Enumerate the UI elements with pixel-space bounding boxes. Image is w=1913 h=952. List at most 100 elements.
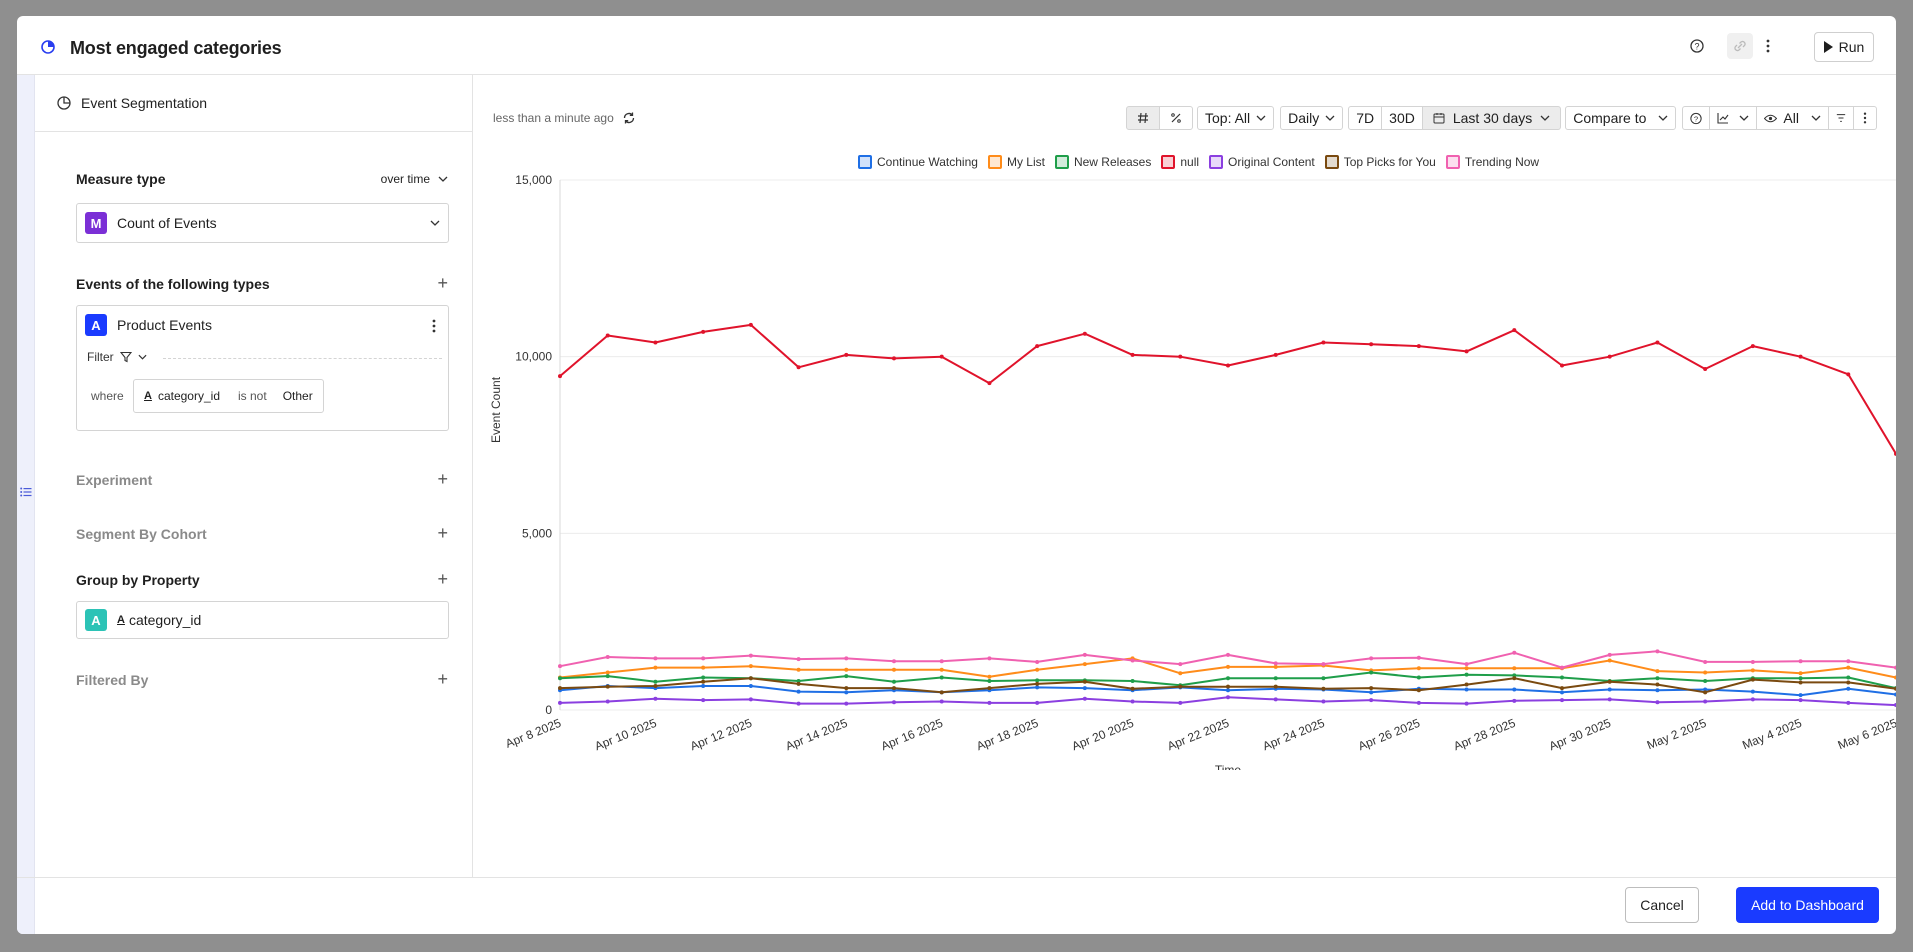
string-type-icon: A — [117, 614, 125, 626]
filter-label: Filter — [87, 350, 114, 364]
data-point — [1035, 681, 1040, 686]
data-point — [1607, 679, 1612, 684]
run-button[interactable]: Run — [1814, 32, 1874, 62]
x-tick-label: May 4 2025 — [1740, 716, 1804, 753]
filter-operator[interactable]: is not — [238, 389, 267, 403]
data-point — [1416, 344, 1421, 349]
add-event-button[interactable]: + — [437, 273, 448, 293]
add-group-by-button[interactable]: + — [437, 569, 448, 589]
x-tick-label: Apr 22 2025 — [1165, 716, 1231, 754]
link-icon[interactable] — [1727, 33, 1753, 59]
analysis-type-header[interactable]: Event Segmentation — [35, 75, 472, 132]
legend-item[interactable]: Trending Now — [1445, 155, 1539, 169]
interval-select[interactable]: Daily — [1280, 106, 1344, 130]
data-point — [653, 665, 658, 670]
collapsed-sidebar-rail[interactable] — [17, 75, 35, 934]
data-point — [1226, 695, 1230, 700]
measure-mode-select[interactable]: over time — [381, 172, 448, 186]
data-point — [1798, 698, 1803, 703]
data-point — [844, 656, 849, 661]
cancel-button[interactable]: Cancel — [1625, 887, 1699, 923]
sort-icon — [1836, 114, 1846, 122]
legend-item[interactable]: My List — [987, 155, 1045, 169]
chevron-down-icon — [1256, 115, 1266, 121]
data-point — [558, 676, 562, 681]
y-tick-label: 5,000 — [522, 526, 552, 540]
compare-select[interactable]: Compare to — [1565, 106, 1677, 130]
data-point — [1655, 340, 1660, 345]
data-point — [1035, 344, 1040, 349]
add-cohort-button[interactable]: + — [437, 523, 448, 543]
list-icon[interactable] — [20, 487, 32, 497]
filter-divider — [163, 358, 442, 359]
data-point — [1894, 675, 1896, 680]
filter-toggle[interactable]: Filter — [87, 350, 147, 364]
data-point — [939, 354, 944, 359]
add-experiment-button[interactable]: + — [437, 469, 448, 489]
data-point — [701, 665, 706, 670]
legend-swatch — [987, 155, 1002, 169]
filter-value[interactable]: Other — [282, 389, 313, 403]
chart-type-select[interactable] — [1709, 106, 1758, 130]
refresh-icon[interactable] — [622, 111, 636, 125]
sort-button[interactable] — [1827, 106, 1854, 130]
number-format-toggle[interactable] — [1126, 106, 1160, 130]
range-30d-button[interactable]: 30D — [1381, 106, 1423, 130]
data-point — [1082, 331, 1087, 336]
range-7d-button[interactable]: 7D — [1348, 106, 1383, 130]
data-point — [1321, 340, 1326, 345]
filter-condition[interactable]: A category_id is not Other — [133, 379, 324, 413]
data-point — [558, 664, 562, 669]
legend-item[interactable]: Original Content — [1209, 155, 1315, 169]
chart-more-button[interactable] — [1852, 106, 1877, 130]
data-point — [653, 340, 658, 345]
legend-item[interactable]: Top Picks for You — [1324, 155, 1436, 169]
help-icon[interactable]: ? — [1684, 33, 1710, 59]
data-point — [1846, 659, 1851, 664]
add-to-dashboard-button[interactable]: Add to Dashboard — [1736, 887, 1879, 923]
group-by-row: Group by Property + — [76, 569, 448, 590]
string-type-icon: A — [144, 390, 152, 402]
top-select[interactable]: Top: All — [1197, 106, 1275, 130]
data-point — [1369, 670, 1374, 675]
chevron-down-icon — [438, 176, 448, 182]
date-range-select[interactable]: Last 30 days — [1421, 106, 1562, 130]
data-point — [1798, 693, 1803, 698]
run-label: Run — [1838, 39, 1865, 55]
line-chart: 0 5,000 10,000 15,000 Apr 8 2025 Apr 10 2025 A… — [489, 173, 1896, 770]
data-point — [987, 381, 992, 386]
svg-text:?: ? — [1694, 42, 1699, 52]
filter-icon — [119, 351, 132, 363]
more-options-icon[interactable] — [1755, 33, 1781, 59]
x-tick-label: Apr 30 2025 — [1547, 716, 1613, 754]
data-point — [796, 365, 801, 370]
legend-item[interactable]: Continue Watching — [858, 155, 978, 169]
data-point — [701, 329, 706, 334]
data-point — [844, 674, 849, 679]
chart-help-button[interactable]: ? — [1682, 106, 1711, 130]
filtered-by-row: Filtered By + — [76, 669, 448, 690]
x-tick-label: May 6 2025 — [1836, 716, 1896, 753]
measure-select[interactable]: M Count of Events — [76, 203, 449, 243]
legend-item[interactable]: New Releases — [1054, 155, 1151, 169]
event-name[interactable]: Product Events — [117, 317, 212, 333]
eye-icon — [1764, 114, 1778, 122]
data-point — [987, 686, 992, 691]
line-chart-icon — [1717, 113, 1729, 124]
experiment-label: Experiment — [76, 471, 153, 488]
event-more-icon[interactable] — [432, 319, 436, 333]
legend-label: Continue Watching — [877, 155, 978, 169]
legend-item[interactable]: null — [1161, 155, 1199, 169]
data-point — [1369, 698, 1374, 703]
data-point — [1082, 696, 1087, 701]
data-point — [844, 701, 849, 706]
group-by-select[interactable]: A A category_id — [76, 601, 449, 639]
visibility-select[interactable]: All — [1756, 106, 1829, 130]
svg-text:?: ? — [1694, 114, 1698, 123]
percent-format-toggle[interactable] — [1159, 106, 1193, 130]
data-point — [1703, 699, 1708, 704]
add-filter-button[interactable]: + — [437, 669, 448, 689]
data-point — [558, 686, 562, 691]
data-point — [701, 675, 706, 680]
hash-icon — [1138, 112, 1148, 124]
